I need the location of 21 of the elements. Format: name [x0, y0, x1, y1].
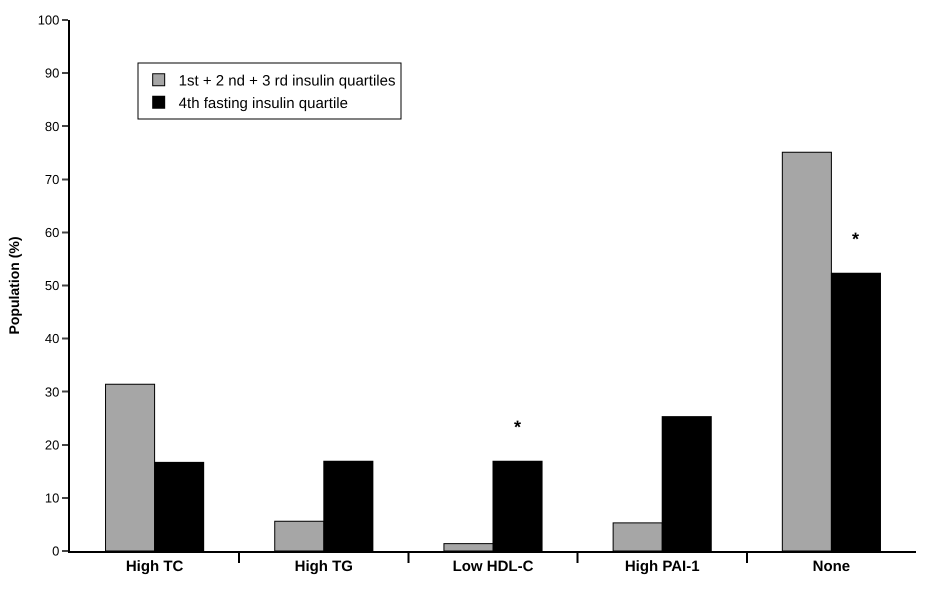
x-tick-label: High TC: [126, 558, 184, 575]
y-tick-label: 20: [44, 437, 60, 452]
legend-label: 4th fasting insulin quartile: [178, 95, 348, 112]
y-tick-label: 70: [44, 172, 60, 187]
x-tick-label: High PAI-1: [624, 558, 700, 575]
y-tick-label: 100: [38, 12, 60, 28]
x-tick-label: High TG: [294, 558, 353, 575]
y-tick-label: 10: [44, 490, 60, 506]
y-tick-label: 0: [52, 544, 60, 559]
y-tick-label: 30: [44, 384, 60, 400]
annotation: *: [514, 417, 522, 437]
annotation: *: [852, 229, 860, 249]
legend-label: 1st + 2 nd + 3 rd insulin quartiles: [178, 72, 396, 90]
y-tick-label: 80: [44, 118, 60, 134]
x-tick-label: None: [812, 558, 850, 575]
y-tick-label: 40: [44, 331, 60, 346]
y-axis-title: Population (%): [6, 236, 22, 334]
y-tick-label: 90: [44, 66, 60, 81]
y-tick-label: 50: [44, 278, 60, 294]
x-tick-label: Low HDL-C: [452, 558, 534, 575]
y-tick-label: 60: [44, 224, 60, 240]
